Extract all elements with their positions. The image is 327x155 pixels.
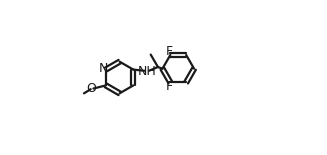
Text: NH: NH	[137, 65, 156, 78]
Text: N: N	[99, 62, 108, 75]
Text: F: F	[166, 80, 173, 93]
Text: O: O	[86, 82, 95, 95]
Text: F: F	[166, 45, 173, 58]
